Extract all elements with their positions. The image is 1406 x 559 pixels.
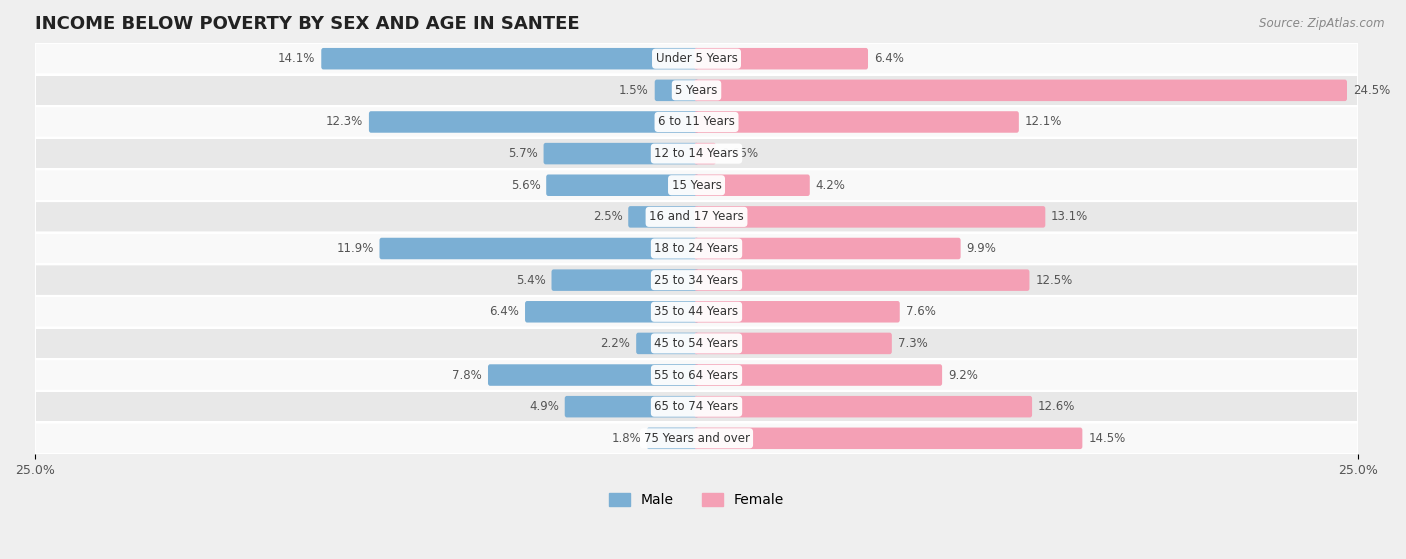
FancyBboxPatch shape bbox=[488, 364, 699, 386]
Text: 2.2%: 2.2% bbox=[600, 337, 630, 350]
Text: 12.5%: 12.5% bbox=[1035, 274, 1073, 287]
Text: 24.5%: 24.5% bbox=[1353, 84, 1391, 97]
Legend: Male, Female: Male, Female bbox=[603, 488, 790, 513]
FancyBboxPatch shape bbox=[35, 106, 1358, 138]
FancyBboxPatch shape bbox=[628, 206, 699, 228]
FancyBboxPatch shape bbox=[655, 79, 699, 101]
FancyBboxPatch shape bbox=[322, 48, 699, 69]
FancyBboxPatch shape bbox=[380, 238, 699, 259]
FancyBboxPatch shape bbox=[551, 269, 699, 291]
Text: 13.1%: 13.1% bbox=[1052, 210, 1088, 224]
FancyBboxPatch shape bbox=[35, 43, 1358, 74]
Text: 0.65%: 0.65% bbox=[721, 147, 759, 160]
Text: 5.4%: 5.4% bbox=[516, 274, 546, 287]
Text: 7.6%: 7.6% bbox=[905, 305, 935, 318]
FancyBboxPatch shape bbox=[695, 48, 868, 69]
FancyBboxPatch shape bbox=[35, 423, 1358, 454]
Text: 55 to 64 Years: 55 to 64 Years bbox=[654, 368, 738, 382]
FancyBboxPatch shape bbox=[35, 74, 1358, 106]
FancyBboxPatch shape bbox=[35, 201, 1358, 233]
FancyBboxPatch shape bbox=[35, 138, 1358, 169]
Text: 12.1%: 12.1% bbox=[1025, 116, 1062, 129]
FancyBboxPatch shape bbox=[695, 111, 1019, 132]
FancyBboxPatch shape bbox=[695, 301, 900, 323]
FancyBboxPatch shape bbox=[695, 269, 1029, 291]
Text: 5.7%: 5.7% bbox=[508, 147, 537, 160]
FancyBboxPatch shape bbox=[544, 143, 699, 164]
Text: 14.5%: 14.5% bbox=[1088, 432, 1125, 445]
Text: 16 and 17 Years: 16 and 17 Years bbox=[650, 210, 744, 224]
FancyBboxPatch shape bbox=[35, 296, 1358, 328]
Text: 25 to 34 Years: 25 to 34 Years bbox=[654, 274, 738, 287]
FancyBboxPatch shape bbox=[35, 169, 1358, 201]
FancyBboxPatch shape bbox=[524, 301, 699, 323]
FancyBboxPatch shape bbox=[695, 174, 810, 196]
FancyBboxPatch shape bbox=[695, 333, 891, 354]
Text: 9.9%: 9.9% bbox=[966, 242, 997, 255]
Text: 11.9%: 11.9% bbox=[336, 242, 374, 255]
Text: 12.3%: 12.3% bbox=[326, 116, 363, 129]
FancyBboxPatch shape bbox=[35, 391, 1358, 423]
FancyBboxPatch shape bbox=[565, 396, 699, 418]
FancyBboxPatch shape bbox=[35, 328, 1358, 359]
Text: INCOME BELOW POVERTY BY SEX AND AGE IN SANTEE: INCOME BELOW POVERTY BY SEX AND AGE IN S… bbox=[35, 15, 579, 33]
FancyBboxPatch shape bbox=[695, 206, 1045, 228]
FancyBboxPatch shape bbox=[35, 359, 1358, 391]
Text: 6.4%: 6.4% bbox=[873, 52, 904, 65]
Text: Source: ZipAtlas.com: Source: ZipAtlas.com bbox=[1260, 17, 1385, 30]
Text: 1.8%: 1.8% bbox=[612, 432, 641, 445]
FancyBboxPatch shape bbox=[35, 264, 1358, 296]
Text: 2.5%: 2.5% bbox=[593, 210, 623, 224]
Text: 75 Years and over: 75 Years and over bbox=[644, 432, 749, 445]
Text: 9.2%: 9.2% bbox=[948, 368, 977, 382]
Text: 65 to 74 Years: 65 to 74 Years bbox=[654, 400, 738, 413]
FancyBboxPatch shape bbox=[695, 428, 1083, 449]
FancyBboxPatch shape bbox=[695, 143, 716, 164]
Text: 4.9%: 4.9% bbox=[529, 400, 560, 413]
Text: 5 Years: 5 Years bbox=[675, 84, 717, 97]
Text: 7.3%: 7.3% bbox=[897, 337, 928, 350]
FancyBboxPatch shape bbox=[695, 238, 960, 259]
Text: 1.5%: 1.5% bbox=[619, 84, 650, 97]
Text: 5.6%: 5.6% bbox=[510, 179, 540, 192]
Text: 12.6%: 12.6% bbox=[1038, 400, 1076, 413]
Text: Under 5 Years: Under 5 Years bbox=[655, 52, 738, 65]
FancyBboxPatch shape bbox=[695, 364, 942, 386]
Text: 4.2%: 4.2% bbox=[815, 179, 845, 192]
Text: 7.8%: 7.8% bbox=[453, 368, 482, 382]
FancyBboxPatch shape bbox=[35, 233, 1358, 264]
Text: 18 to 24 Years: 18 to 24 Years bbox=[654, 242, 738, 255]
FancyBboxPatch shape bbox=[695, 396, 1032, 418]
Text: 6.4%: 6.4% bbox=[489, 305, 519, 318]
Text: 14.1%: 14.1% bbox=[278, 52, 315, 65]
FancyBboxPatch shape bbox=[695, 79, 1347, 101]
Text: 35 to 44 Years: 35 to 44 Years bbox=[654, 305, 738, 318]
FancyBboxPatch shape bbox=[546, 174, 699, 196]
Text: 15 Years: 15 Years bbox=[672, 179, 721, 192]
FancyBboxPatch shape bbox=[368, 111, 699, 132]
Text: 45 to 54 Years: 45 to 54 Years bbox=[654, 337, 738, 350]
FancyBboxPatch shape bbox=[636, 333, 699, 354]
Text: 12 to 14 Years: 12 to 14 Years bbox=[654, 147, 738, 160]
FancyBboxPatch shape bbox=[647, 428, 699, 449]
Text: 6 to 11 Years: 6 to 11 Years bbox=[658, 116, 735, 129]
